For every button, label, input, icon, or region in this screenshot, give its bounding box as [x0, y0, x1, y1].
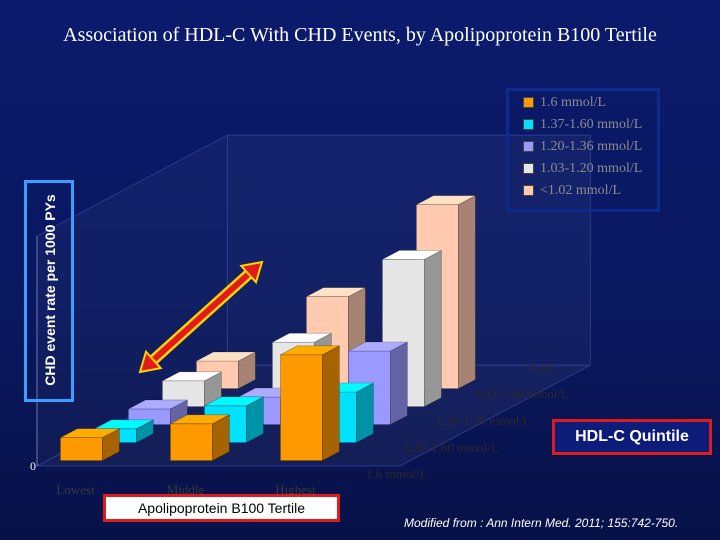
legend-label: <1.02 mmol/L: [540, 183, 622, 198]
bar-side: [102, 428, 120, 462]
bar-top: [162, 371, 222, 382]
red-double-arrow: [138, 260, 264, 374]
bar-top: [348, 341, 408, 352]
depth-tick-label: 1.03-1.20 mmol/L: [474, 386, 569, 401]
bar-side: [458, 195, 476, 390]
legend-label: 1.20-1.36 mmol/L: [540, 139, 643, 154]
bar-top: [60, 428, 120, 438]
depth-tick-label: <1.02: [524, 360, 554, 375]
legend-label: 1.37-1.60 mmol/L: [540, 117, 643, 132]
x-tick-label: Middle: [167, 482, 205, 497]
legend-label: 1.03-1.20 mmol/L: [540, 161, 643, 176]
bar-front: [60, 437, 103, 461]
legend-swatch: [523, 163, 534, 175]
bar: [60, 428, 120, 462]
depth-tick-label: 1.6 mmol/L: [366, 466, 427, 481]
bar: [280, 345, 340, 462]
legend-item: 1.03-1.20 mmol/L: [523, 161, 642, 179]
bar-top: [204, 396, 264, 407]
chart-labels: 0 Lowest Middle Highest 1.6 mmol/L 1.37-1.60 …: [30, 360, 569, 497]
depth-tick-label: 1.20-1.36 mmol/L: [436, 413, 531, 428]
bar: [170, 414, 230, 462]
x-tick-label: Lowest: [56, 482, 95, 497]
bar-top: [280, 345, 340, 356]
legend-item: 1.6 mmol/L: [523, 95, 606, 113]
arrow-shaft: [148, 269, 254, 365]
bar-top: [306, 287, 366, 297]
legend-swatch: [523, 185, 534, 197]
citation: Modified from : Ann Intern Med. 2011; 15…: [404, 516, 679, 530]
legend-swatch: [523, 97, 534, 109]
legend-label: 1.6 mmol/L: [540, 95, 607, 110]
y-axis-highlight-box: [24, 180, 74, 402]
bar-top: [94, 419, 154, 430]
bar-front: [280, 354, 323, 461]
legend-item: 1.37-1.60 mmol/L: [523, 117, 642, 135]
bar-top: [128, 399, 188, 410]
chart-bars: [60, 195, 476, 462]
arrow-head: [239, 260, 264, 285]
bar: [128, 399, 188, 426]
bar-side: [356, 382, 374, 444]
hdl-quintile-label: HDL-C Quintile: [552, 419, 712, 455]
arrow-head: [138, 349, 163, 374]
legend-swatch: [523, 119, 534, 131]
depth-tick-label: 1.37-1.60 mmol/L: [404, 440, 499, 455]
bar-side: [390, 341, 408, 426]
legend-swatch: [523, 141, 534, 153]
bar-side: [424, 249, 442, 408]
x-tick-label: Highest: [275, 482, 316, 497]
bar-top: [382, 250, 442, 260]
bar-side: [246, 396, 264, 444]
bar-top: [272, 332, 332, 343]
bar-top: [170, 414, 230, 425]
chart-legend: 1.6 mmol/L 1.37-1.60 mmol/L 1.20-1.36 mm…: [506, 88, 660, 212]
bar-top: [416, 195, 476, 205]
bar-front: [170, 423, 213, 461]
y-tick-label: 0: [30, 459, 36, 473]
x-axis-label: Apolipoprotein B100 Tertile: [103, 494, 340, 522]
bar-side: [322, 345, 340, 462]
slide-title: Association of HDL-C With CHD Events, by…: [63, 24, 657, 46]
bar-top: [196, 351, 256, 362]
legend-item: 1.20-1.36 mmol/L: [523, 139, 642, 157]
legend-item: <1.02 mmol/L: [523, 183, 621, 201]
y-axis-label: CHD event rate per 1000 PYs: [42, 194, 58, 386]
